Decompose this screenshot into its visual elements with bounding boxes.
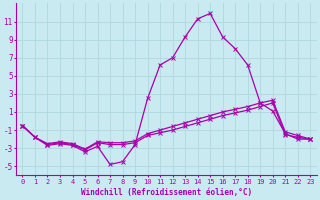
- X-axis label: Windchill (Refroidissement éolien,°C): Windchill (Refroidissement éolien,°C): [81, 188, 252, 197]
